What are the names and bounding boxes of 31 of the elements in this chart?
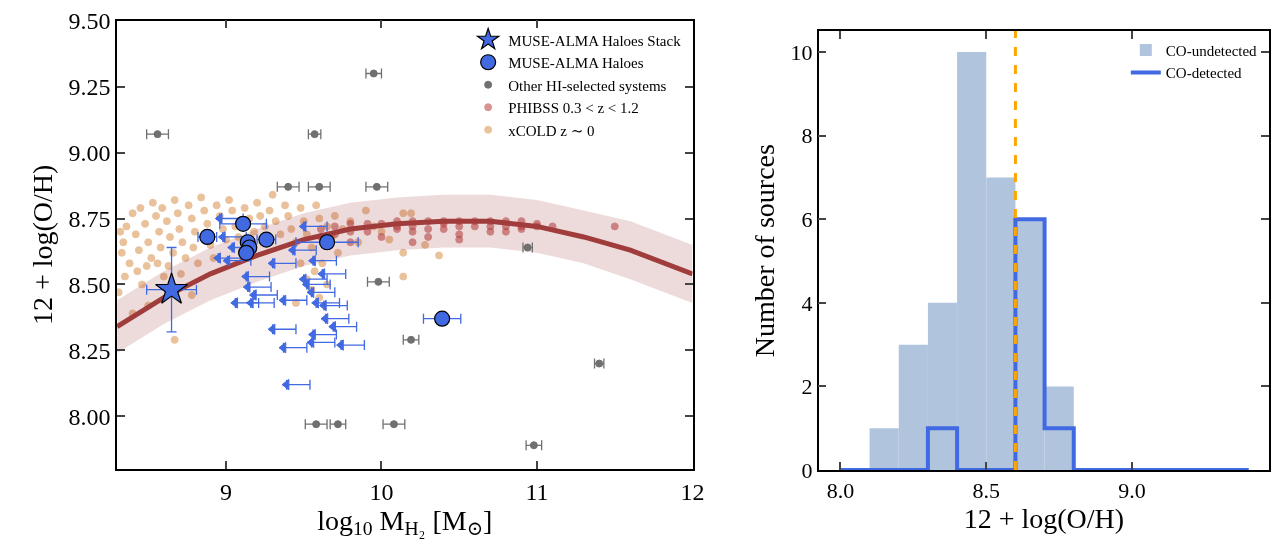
legend-label: PHIBSS 0.3 < z < 1.2	[508, 100, 639, 117]
legend-label: CO-undetected	[1165, 42, 1258, 59]
legend-label: MUSE-ALMA Haloes Stack	[508, 32, 682, 49]
y-tick-label: 8.75	[68, 205, 111, 232]
x-tick-label: 11	[525, 478, 549, 505]
y-tick-label: 2	[801, 374, 813, 400]
y-tick-label: 8.50	[68, 271, 111, 298]
y-tick-label: 10	[790, 39, 813, 65]
x-tick-label: 9	[219, 478, 232, 505]
y-tick-label: 0	[801, 457, 813, 483]
x-axis-title: 12 + log(O/H)	[963, 503, 1125, 535]
y-tick-label: 9.00	[68, 139, 111, 166]
y-tick-label: 8	[801, 123, 813, 149]
legend-label: Other HI-selected systems	[508, 77, 667, 94]
x-tick-label: 10	[369, 478, 394, 505]
legend-label: MUSE-ALMA Haloes	[508, 55, 644, 72]
legend-label: CO-detected	[1165, 65, 1243, 82]
y-axis-title: 12 + log(O/H)	[26, 164, 58, 326]
y-tick-label: 4	[801, 290, 813, 316]
y-tick-label: 8.00	[68, 403, 111, 430]
y-tick-label: 9.25	[68, 74, 111, 101]
x-tick-label: 9.0	[1118, 478, 1146, 504]
y-tick-label: 8.25	[68, 337, 111, 364]
y-tick-label: 6	[801, 206, 813, 232]
x-tick-label: 8.0	[826, 478, 855, 504]
y-axis-title: Number of sources	[748, 144, 780, 358]
y-tick-label: 9.50	[68, 8, 111, 35]
x-tick-label: 8.5	[972, 478, 1000, 504]
legend-label: xCOLD z ∼ 0	[508, 122, 595, 139]
x-tick-label: 12	[680, 478, 705, 505]
x-axis-title: log$_{10}$ M$_{H₂}$ [M$_{⊙}$]	[317, 504, 493, 540]
